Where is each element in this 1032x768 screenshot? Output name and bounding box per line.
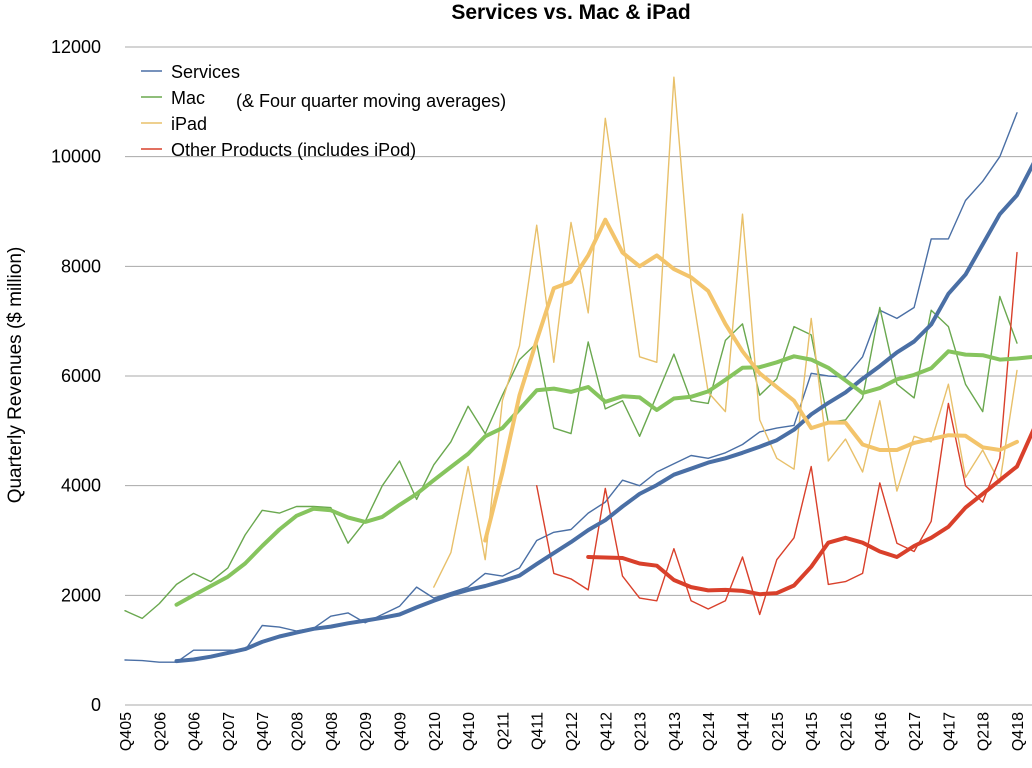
x-tick-label: Q411 [530, 712, 547, 750]
y-axis-label: Quarterly Revenues ($ million) [5, 247, 26, 504]
y-tick-label: 6000 [61, 366, 101, 386]
x-tick-label: Q414 [736, 712, 753, 751]
x-tick-label: Q413 [667, 712, 684, 751]
legend: (& Four quarter moving averages) Service… [141, 62, 506, 160]
series-line-services-four-quarter-moving-average [174, 161, 1032, 664]
x-tick-label: Q416 [873, 712, 890, 751]
y-tick-label: 0 [91, 695, 101, 715]
x-tick-label: Q410 [461, 712, 478, 751]
x-tick-label: Q408 [324, 712, 341, 751]
x-tick-label: Q407 [255, 712, 272, 751]
y-tick-label: 12000 [51, 37, 101, 57]
x-tick-label: Q405 [118, 712, 135, 751]
series-line-other-products-four-quarter-moving-average [586, 428, 1032, 597]
x-tick-label: Q210 [427, 712, 444, 751]
x-axis-ticks: Q405 Q206 Q406 Q207 Q407 Q208 Q408 Q209 Q409 Q210… [118, 712, 1027, 751]
x-tick-label: Q211 [495, 712, 512, 750]
y-axis-ticks: 0 2000 4000 6000 8000 10000 12000 [51, 37, 101, 715]
legend-label: Mac [171, 88, 205, 108]
x-tick-label: Q217 [907, 712, 924, 751]
series-line-other-products-includes-ipod [536, 251, 1018, 616]
legend-note: (& Four quarter moving averages) [236, 91, 506, 111]
chart-title: Services vs. Mac & iPad [451, 1, 690, 24]
y-tick-label: 2000 [61, 585, 101, 605]
y-tick-label: 8000 [61, 256, 101, 276]
x-tick-label: Q215 [770, 712, 787, 751]
x-tick-label: Q212 [564, 712, 581, 751]
series-line-services [124, 112, 1018, 663]
x-tick-label: Q207 [221, 712, 238, 751]
series-line-ipad-four-quarter-moving-average [483, 217, 1019, 543]
y-tick-label: 4000 [61, 476, 101, 496]
x-tick-label: Q214 [701, 712, 718, 751]
x-tick-label: Q218 [976, 712, 993, 751]
x-tick-label: Q417 [941, 712, 958, 751]
series-line-mac-four-quarter-moving-average [174, 349, 1032, 607]
x-tick-label: Q213 [633, 712, 650, 751]
x-tick-label: Q208 [290, 712, 307, 751]
x-tick-label: Q206 [152, 712, 169, 751]
x-tick-label: Q412 [598, 712, 615, 751]
legend-label: Services [171, 62, 240, 82]
x-tick-label: Q415 [804, 712, 821, 751]
x-tick-label: Q216 [839, 712, 856, 751]
x-tick-label: Q409 [393, 712, 410, 751]
y-tick-label: 10000 [51, 147, 101, 167]
legend-label: Other Products (includes iPod) [171, 140, 416, 160]
series-line-ipad [433, 76, 1018, 588]
x-tick-label: Q209 [358, 712, 375, 751]
x-tick-label: Q406 [187, 712, 204, 751]
x-tick-label: Q418 [1010, 712, 1027, 751]
legend-label: iPad [171, 114, 207, 134]
series-group [124, 76, 1032, 664]
series-line-mac [124, 295, 1018, 620]
gridlines [125, 46, 1032, 706]
